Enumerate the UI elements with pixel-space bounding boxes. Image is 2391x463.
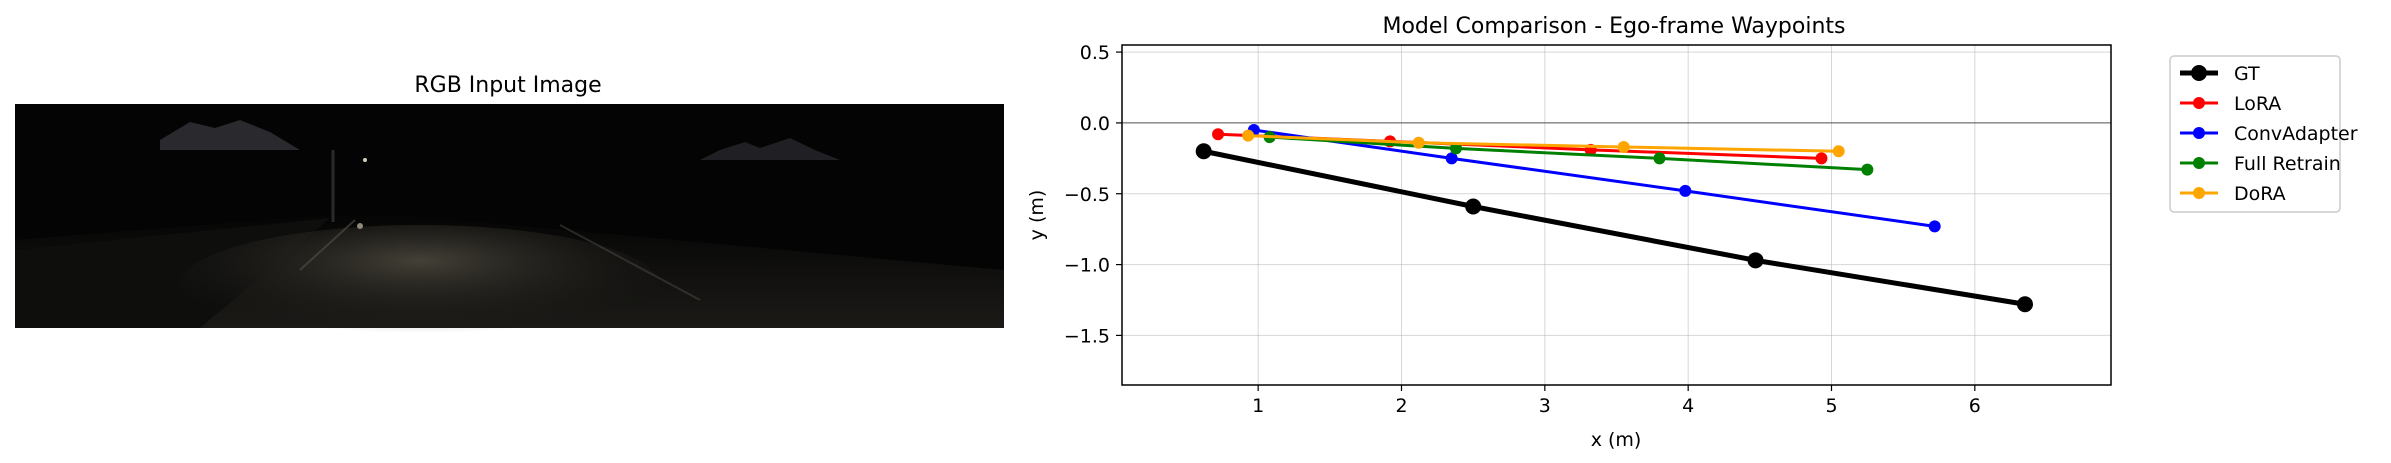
chart: Model Comparison - Ego-frame Waypoints 1… bbox=[1026, 14, 2358, 451]
data-point bbox=[1445, 152, 1458, 165]
legend: GT LoRA ConvAdapter Full Retrain DoRA bbox=[2169, 55, 2358, 213]
legend-item: DoRA bbox=[2180, 183, 2286, 205]
x-axis-label: x (m) bbox=[1591, 429, 1642, 451]
y-tick-label: −1.0 bbox=[1064, 255, 1110, 277]
legend-label: GT bbox=[2234, 63, 2260, 85]
rgb-image-title: RGB Input Image bbox=[414, 73, 601, 98]
series-full-retrain bbox=[1263, 131, 1874, 176]
rgb-image-panel: RGB Input Image bbox=[15, 73, 1004, 345]
series-dora bbox=[1242, 129, 1845, 158]
legend-marker bbox=[2193, 187, 2205, 199]
legend-marker bbox=[2191, 65, 2207, 81]
y-tick-label: −1.5 bbox=[1064, 325, 1110, 347]
data-point bbox=[2017, 296, 2033, 313]
data-point bbox=[1928, 220, 1941, 233]
data-point bbox=[1861, 163, 1874, 176]
legend-marker bbox=[2193, 97, 2205, 109]
data-point bbox=[1815, 152, 1828, 165]
data-point bbox=[1242, 129, 1255, 142]
data-point bbox=[1653, 152, 1666, 165]
legend-item: GT bbox=[2180, 63, 2260, 85]
series-convadapter bbox=[1247, 124, 1941, 233]
legend-marker bbox=[2193, 157, 2205, 169]
x-tick-label: 6 bbox=[1969, 395, 1981, 417]
series-line bbox=[1203, 148, 2026, 307]
y-axis-label: y (m) bbox=[1026, 190, 1048, 241]
legend-label: DoRA bbox=[2234, 183, 2286, 205]
x-tick-label: 2 bbox=[1395, 395, 1407, 417]
series-line bbox=[1269, 135, 1868, 172]
data-point bbox=[1747, 252, 1764, 269]
series-gt bbox=[1195, 143, 2033, 313]
data-point bbox=[1465, 198, 1482, 215]
series-line bbox=[1253, 128, 1935, 228]
data-point bbox=[1617, 141, 1630, 153]
legend-item: LoRA bbox=[2180, 93, 2281, 115]
x-tick-label: 4 bbox=[1682, 395, 1694, 417]
y-axis-ticks: 0.5 0.0 −0.5 −1.0 −1.5 bbox=[1064, 42, 1122, 347]
legend-items: GT LoRA ConvAdapter Full Retrain DoRA bbox=[2180, 63, 2358, 205]
data-point bbox=[1195, 143, 1212, 160]
grid-layer bbox=[1122, 45, 2111, 385]
chart-title: Model Comparison - Ego-frame Waypoints bbox=[1382, 14, 1845, 39]
series-layer bbox=[1195, 124, 2033, 313]
data-point bbox=[1412, 136, 1425, 149]
y-tick-label: 0.5 bbox=[1080, 42, 1110, 64]
data-point bbox=[1449, 142, 1462, 155]
legend-item: Full Retrain bbox=[2180, 153, 2341, 175]
legend-box bbox=[2169, 55, 2341, 213]
legend-label: ConvAdapter bbox=[2234, 123, 2358, 145]
legend-item: ConvAdapter bbox=[2180, 123, 2358, 145]
plot-frame bbox=[1121, 44, 2112, 386]
x-tick-label: 3 bbox=[1539, 395, 1551, 417]
x-tick-label: 5 bbox=[1825, 395, 1837, 417]
legend-label: Full Retrain bbox=[2234, 153, 2341, 175]
x-tick-label: 1 bbox=[1252, 395, 1264, 417]
legend-marker bbox=[2193, 127, 2205, 139]
series-line bbox=[1248, 134, 1839, 153]
legend-label: LoRA bbox=[2234, 93, 2281, 115]
data-point bbox=[1832, 145, 1845, 158]
data-point bbox=[1679, 184, 1692, 197]
y-tick-label: 0.0 bbox=[1080, 113, 1110, 135]
x-axis-ticks: 1 2 3 4 5 6 bbox=[1252, 385, 1981, 417]
y-tick-label: −0.5 bbox=[1064, 184, 1110, 206]
data-point bbox=[1212, 128, 1225, 141]
rgb-input-image bbox=[15, 104, 1004, 345]
